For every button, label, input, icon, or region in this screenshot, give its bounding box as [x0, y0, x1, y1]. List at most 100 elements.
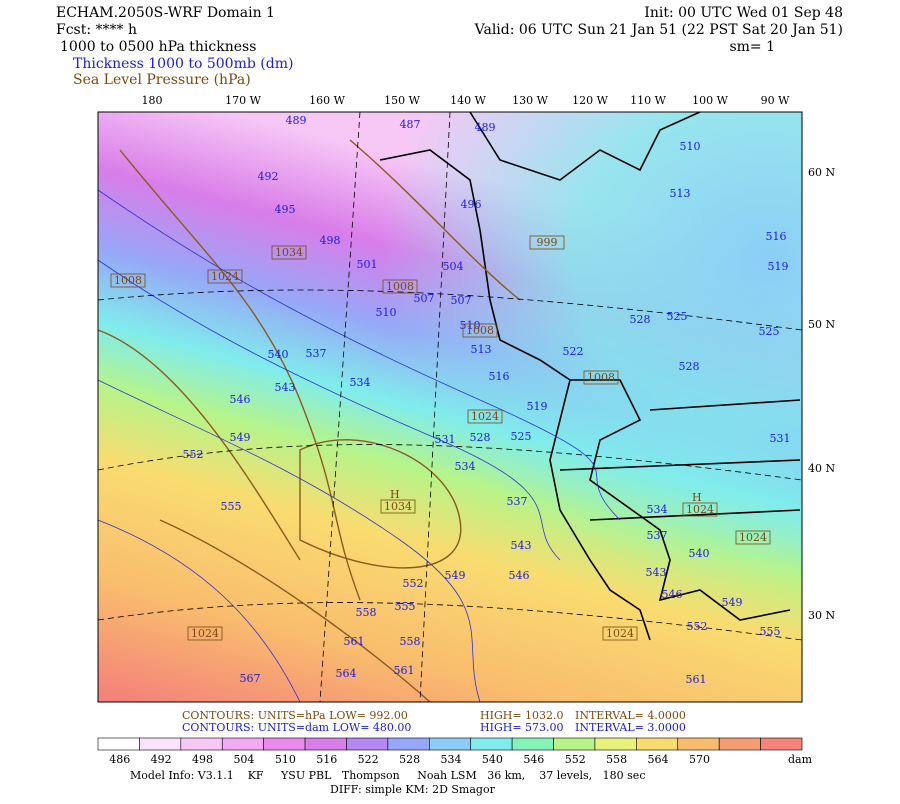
thickness-label: 546 [230, 393, 251, 406]
thickness-label: 516 [766, 230, 787, 243]
colorbar-swatch [511, 737, 554, 751]
thickness-label: 546 [662, 588, 683, 601]
thickness-label: 531 [770, 432, 791, 445]
thickness-label: 522 [563, 345, 584, 358]
colorbar-label: 558 [606, 753, 627, 766]
colorbar-swatch [263, 737, 306, 751]
pressure-box [682, 502, 718, 517]
pressure-label: 1034 [275, 246, 303, 259]
thickness-label: 528 [630, 313, 651, 326]
thickness-label: 549 [230, 431, 251, 444]
header-title: ECHAM.2050S-WRF Domain 1 [56, 5, 275, 21]
lon-label: 110 W [630, 94, 666, 107]
colorbar-swatch [594, 737, 637, 751]
colorbar-label: 570 [689, 753, 710, 766]
thickness-label: 495 [275, 203, 296, 216]
colorbar-swatch [760, 737, 803, 751]
thickness-label: 525 [759, 325, 780, 338]
thickness-label: 543 [275, 381, 296, 394]
footer-diff: DIFF: simple KM: 2D Smagor [330, 783, 496, 796]
thickness-label: 510 [376, 306, 397, 319]
colorbar-label: 534 [441, 753, 462, 766]
colorbar-label: 546 [523, 753, 544, 766]
thickness-label: 555 [395, 600, 416, 613]
thickness-label: 552 [403, 577, 424, 590]
thickness-label: 525 [667, 310, 688, 323]
pressure-label: 1008 [386, 280, 414, 293]
thickness-label: 558 [400, 635, 421, 648]
colorbar-label: 504 [233, 753, 254, 766]
colorbar-label: 522 [358, 753, 379, 766]
colorbar-label: 552 [565, 753, 586, 766]
pressure-label: 1024 [739, 531, 767, 544]
header-init: Init: 00 UTC Wed 01 Sep 48 [644, 5, 843, 21]
colorbar-label: 510 [275, 753, 296, 766]
colorbar-swatch [677, 737, 720, 751]
pressure-box [382, 279, 418, 294]
colorbar-label: 516 [316, 753, 337, 766]
thickness-label: 558 [356, 606, 377, 619]
colorbar-swatch [180, 737, 223, 751]
header-valid: Valid: 06 UTC Sun 21 Jan 51 (22 PST Sat … [474, 22, 843, 38]
thickness-label: 507 [451, 294, 472, 307]
high-marker: H [692, 491, 702, 504]
colorbar-swatch [387, 737, 430, 751]
pressure-box [735, 530, 771, 545]
lon-label: 180 [142, 94, 163, 107]
thickness-label: 540 [268, 348, 289, 361]
colorbar-swatch [139, 737, 182, 751]
footer-contours-hpa: CONTOURS: UNITS=hPa LOW= 992.00 [182, 709, 408, 722]
thickness-label: 507 [414, 292, 435, 305]
pressure-box [462, 323, 498, 338]
thickness-label: 549 [445, 569, 466, 582]
legend-thickness: Thickness 1000 to 500mb (dm) [73, 56, 293, 72]
colorbar-swatch [221, 737, 264, 751]
thickness-label: 543 [646, 566, 667, 579]
lon-label: 160 W [309, 94, 345, 107]
thickness-label: 534 [647, 503, 668, 516]
pressure-box [529, 235, 565, 250]
thickness-label: 528 [679, 360, 700, 373]
lat-label: 60 N [808, 166, 835, 179]
high-marker: H [390, 488, 400, 501]
header: ECHAM.2050S-WRF Domain 1 Fcst: **** h 10… [56, 5, 843, 88]
colorbar-label: 498 [192, 753, 213, 766]
pressure-label: 1008 [587, 371, 615, 384]
legend-pressure: Sea Level Pressure (hPa) [73, 72, 251, 88]
footer-contours-dam: CONTOURS: UNITS=dam LOW= 480.00 [182, 721, 411, 734]
colorbar-swatch [553, 737, 596, 751]
header-sm: sm= 1 [729, 39, 775, 55]
footer-interval-dam: INTERVAL= 3.0000 [575, 721, 686, 734]
thickness-label: 510 [460, 319, 481, 332]
colorbar-swatch [470, 737, 513, 751]
thickness-label: 561 [394, 664, 415, 677]
lon-label: 100 W [692, 94, 728, 107]
lon-label: 130 W [512, 94, 548, 107]
map-frame [97, 111, 803, 703]
thickness-label: 516 [489, 370, 510, 383]
colorbar-label: 528 [399, 753, 420, 766]
colorbar-swatch [718, 737, 761, 751]
thickness-label: 564 [336, 667, 357, 680]
pressure-box [380, 499, 416, 514]
lat-label: 40 N [808, 462, 835, 475]
thickness-label: 555 [760, 625, 781, 638]
thickness-label: 519 [768, 260, 789, 273]
thickness-label: 504 [443, 260, 464, 273]
thickness-label: 510 [680, 140, 701, 153]
thickness-label: 534 [455, 460, 476, 473]
thickness-label: 552 [183, 448, 204, 461]
footer-high-dam: HIGH= 573.00 [480, 721, 564, 734]
footer-interval-hpa: INTERVAL= 4.0000 [575, 709, 686, 722]
thickness-contours [97, 189, 621, 703]
colorbar-label: 486 [109, 753, 130, 766]
footer-model-info: Model Info: V3.1.1 KF YSU PBL Thompson N… [130, 769, 645, 782]
header-fcst: Fcst: **** h [56, 22, 137, 38]
thickness-label: 534 [350, 376, 371, 389]
thickness-label: 528 [470, 431, 491, 444]
colorbar-swatch [636, 737, 679, 751]
lat-label: 50 N [808, 318, 835, 331]
colorbar-swatch [428, 737, 472, 751]
colorbar-swatch [346, 737, 389, 751]
lon-label: 120 W [572, 94, 608, 107]
